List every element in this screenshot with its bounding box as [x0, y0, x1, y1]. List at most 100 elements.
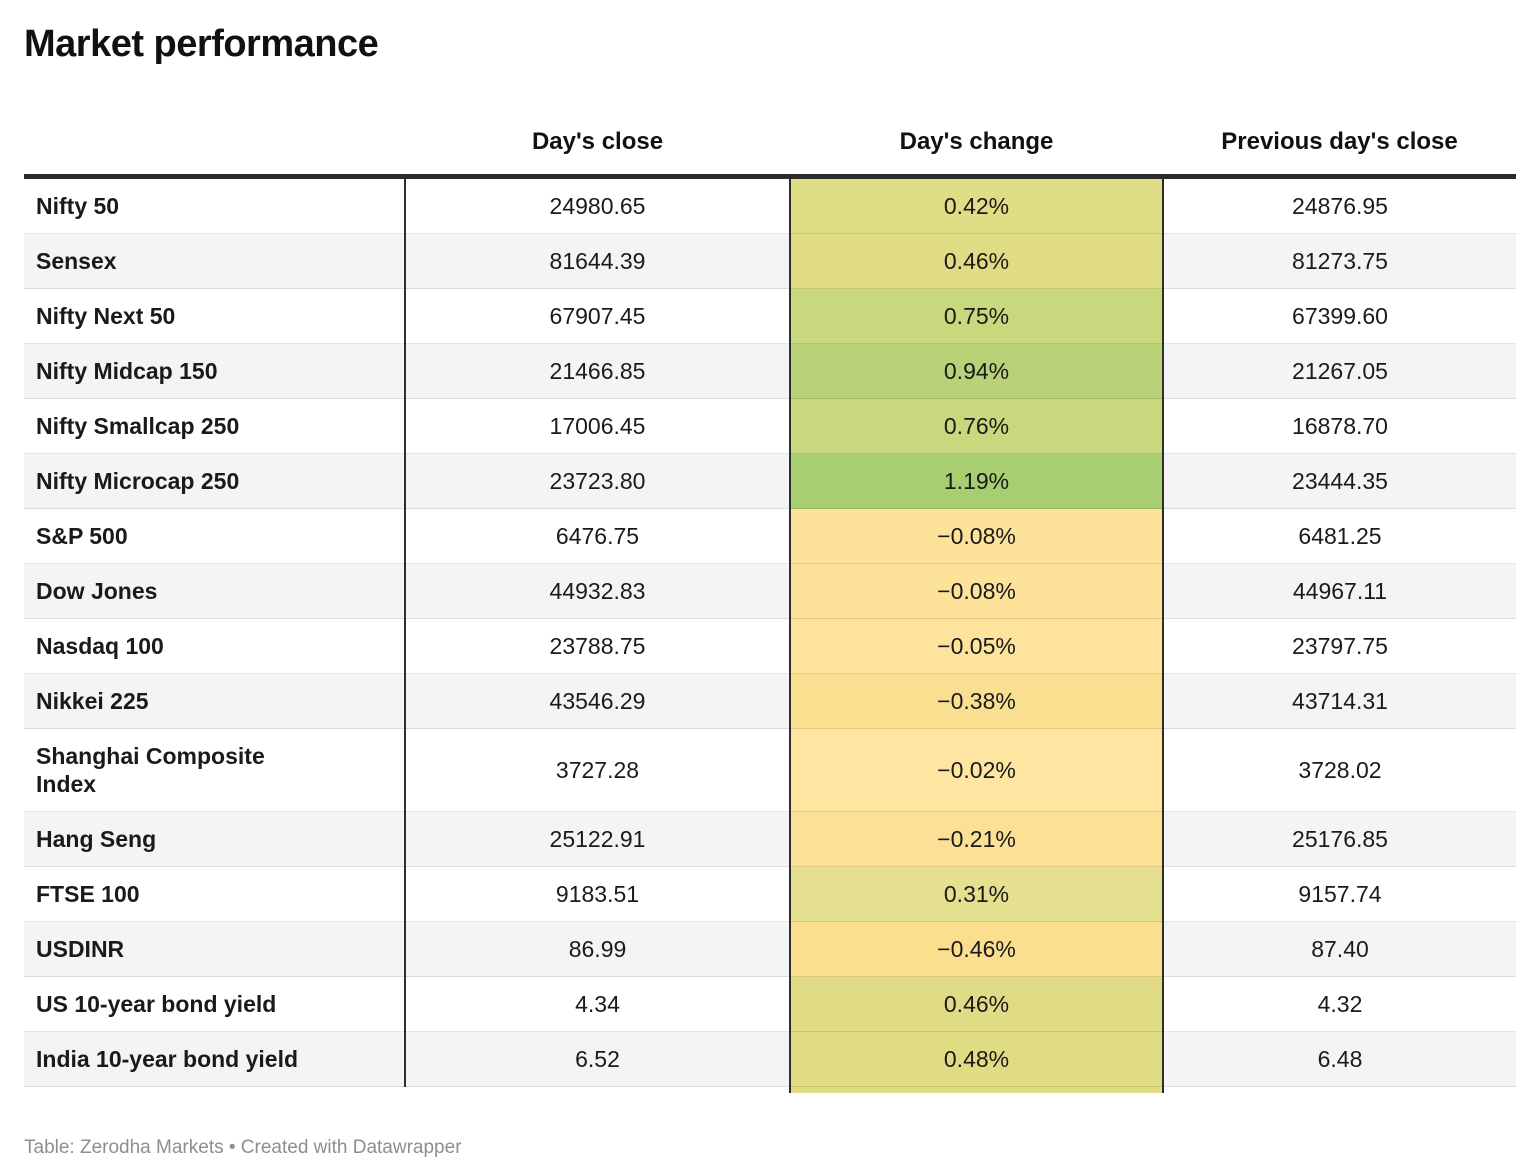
- table-attribution: Table: Zerodha Markets • Created with Da…: [24, 1137, 462, 1158]
- table-row: Sensex 81644.39 0.46% 81273.75: [24, 233, 1516, 289]
- previous-close-cell: 23444.35: [1162, 453, 1516, 509]
- previous-close-cell: 81273.75: [1162, 233, 1516, 289]
- days-close-cell: 44932.83: [404, 563, 790, 619]
- index-label: Dow Jones: [36, 578, 158, 604]
- change-column-bottom-strip-row: [24, 1086, 1516, 1094]
- index-label: Nasdaq 100: [36, 633, 164, 659]
- previous-close-cell: 25176.85: [1162, 811, 1516, 867]
- index-cell: Shanghai Composite Index: [24, 728, 405, 812]
- table-row: S&P 500 6476.75 −0.08% 6481.25: [24, 508, 1516, 564]
- index-label: Nifty Microcap 250: [36, 468, 240, 494]
- days-close-cell: 81644.39: [404, 233, 790, 289]
- table-row: Hang Seng 25122.91 −0.21% 25176.85: [24, 811, 1516, 867]
- change-column-bottom-strip: [789, 1086, 1164, 1093]
- table-header: Day's close Day's change Previous day's …: [24, 66, 1516, 179]
- days-change-cell: 0.94%: [789, 343, 1163, 399]
- days-change-cell: −0.05%: [789, 618, 1163, 674]
- table-row: Nifty 50 24980.65 0.42% 24876.95: [24, 176, 1516, 234]
- days-close-cell: 25122.91: [404, 811, 790, 867]
- index-label: FTSE 100: [36, 881, 140, 907]
- previous-close-cell: 9157.74: [1162, 866, 1516, 922]
- previous-close-cell: 6481.25: [1162, 508, 1516, 564]
- previous-close-cell: 24876.95: [1162, 176, 1516, 234]
- col-header-index: [24, 66, 405, 179]
- table-row: US 10-year bond yield 4.34 0.46% 4.32: [24, 976, 1516, 1032]
- table-body: Nifty 50 24980.65 0.42% 24876.95 Sensex 81644…: [24, 176, 1516, 1087]
- days-change-cell: 0.31%: [789, 866, 1163, 922]
- days-change-cell: 0.46%: [789, 233, 1163, 289]
- days-close-cell: 17006.45: [404, 398, 790, 454]
- index-cell: FTSE 100: [24, 866, 405, 922]
- index-cell: Nifty Next 50: [24, 288, 405, 344]
- days-close-cell: 4.34: [404, 976, 790, 1032]
- index-label: Shanghai Composite Index: [36, 743, 265, 797]
- index-cell: Nifty Midcap 150: [24, 343, 405, 399]
- index-cell: S&P 500: [24, 508, 405, 564]
- previous-close-cell: 44967.11: [1162, 563, 1516, 619]
- table-row: Nifty Next 50 67907.45 0.75% 67399.60: [24, 288, 1516, 344]
- market-performance-table: Day's close Day's change Previous day's …: [24, 66, 1516, 1093]
- days-close-cell: 21466.85: [404, 343, 790, 399]
- index-label: India 10-year bond yield: [36, 1046, 299, 1072]
- days-change-cell: −0.02%: [789, 728, 1163, 812]
- days-close-cell: 86.99: [404, 921, 790, 977]
- table-foot: [24, 1086, 1516, 1094]
- index-cell: Sensex: [24, 233, 405, 289]
- previous-close-cell: 23797.75: [1162, 618, 1516, 674]
- index-label: Sensex: [36, 248, 117, 274]
- previous-close-cell: 6.48: [1162, 1031, 1516, 1087]
- days-close-cell: 9183.51: [404, 866, 790, 922]
- days-close-cell: 67907.45: [404, 288, 790, 344]
- days-change-cell: 0.48%: [789, 1031, 1163, 1087]
- bottom-strip-spacer: [1163, 1087, 1516, 1094]
- index-cell: India 10-year bond yield: [24, 1031, 405, 1087]
- days-close-cell: 43546.29: [404, 673, 790, 729]
- days-change-cell: 0.76%: [789, 398, 1163, 454]
- page-title: Market performance: [24, 23, 379, 65]
- table-row: Nifty Microcap 250 23723.80 1.19% 23444.35: [24, 453, 1516, 509]
- col-header-days-change: Day's change: [790, 66, 1163, 179]
- previous-close-cell: 4.32: [1162, 976, 1516, 1032]
- days-change-cell: −0.46%: [789, 921, 1163, 977]
- days-change-cell: 0.46%: [789, 976, 1163, 1032]
- days-close-cell: 6.52: [404, 1031, 790, 1087]
- previous-close-cell: 16878.70: [1162, 398, 1516, 454]
- days-change-cell: 0.75%: [789, 288, 1163, 344]
- days-change-cell: 1.19%: [789, 453, 1163, 509]
- bottom-strip-spacer: [24, 1087, 405, 1094]
- table-row: Nifty Smallcap 250 17006.45 0.76% 16878.70: [24, 398, 1516, 454]
- table-row: FTSE 100 9183.51 0.31% 9157.74: [24, 866, 1516, 922]
- previous-close-cell: 21267.05: [1162, 343, 1516, 399]
- previous-close-cell: 67399.60: [1162, 288, 1516, 344]
- days-change-cell: −0.08%: [789, 508, 1163, 564]
- index-cell: Nifty Smallcap 250: [24, 398, 405, 454]
- col-header-days-close: Day's close: [405, 66, 790, 179]
- index-label: USDINR: [36, 936, 125, 962]
- days-close-cell: 6476.75: [404, 508, 790, 564]
- index-label: Nifty 50: [36, 193, 120, 219]
- header-row: Day's close Day's change Previous day's …: [24, 66, 1516, 179]
- days-change-cell: −0.21%: [789, 811, 1163, 867]
- table-row: Shanghai Composite Index 3727.28 −0.02% 372…: [24, 728, 1516, 812]
- index-label: S&P 500: [36, 523, 128, 549]
- index-cell: US 10-year bond yield: [24, 976, 405, 1032]
- previous-close-cell: 43714.31: [1162, 673, 1516, 729]
- days-close-cell: 3727.28: [404, 728, 790, 812]
- index-label: Nifty Midcap 150: [36, 358, 218, 384]
- table-row: India 10-year bond yield 6.52 0.48% 6.48: [24, 1031, 1516, 1087]
- index-cell: Nifty 50: [24, 176, 405, 234]
- previous-close-cell: 3728.02: [1162, 728, 1516, 812]
- days-close-cell: 23723.80: [404, 453, 790, 509]
- index-label: Hang Seng: [36, 826, 157, 852]
- table-row: Nasdaq 100 23788.75 −0.05% 23797.75: [24, 618, 1516, 674]
- days-change-cell: −0.38%: [789, 673, 1163, 729]
- index-cell: USDINR: [24, 921, 405, 977]
- days-change-cell: 0.42%: [789, 176, 1163, 234]
- days-close-cell: 23788.75: [404, 618, 790, 674]
- table-row: Dow Jones 44932.83 −0.08% 44967.11: [24, 563, 1516, 619]
- bottom-strip-spacer: [405, 1087, 790, 1094]
- index-cell: Hang Seng: [24, 811, 405, 867]
- previous-close-cell: 87.40: [1162, 921, 1516, 977]
- index-cell: Nikkei 225: [24, 673, 405, 729]
